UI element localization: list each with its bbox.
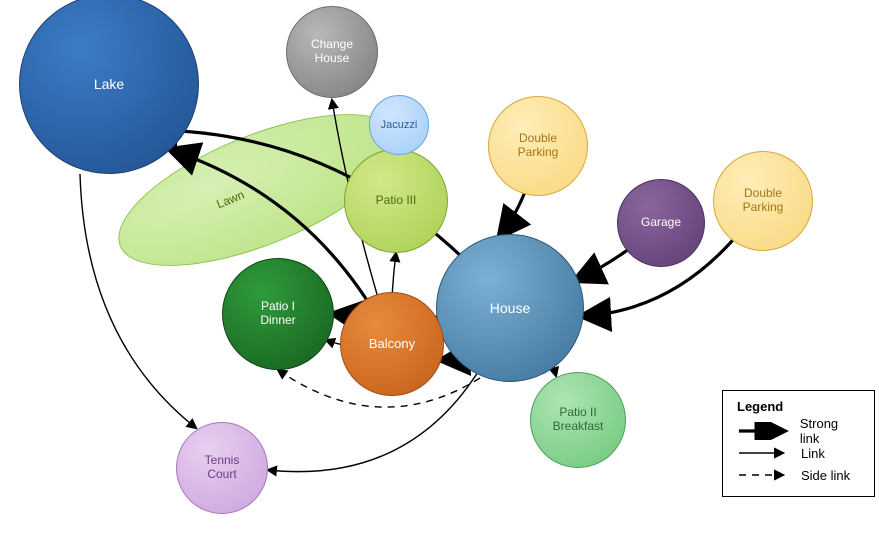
node-change: Change House bbox=[286, 6, 378, 98]
lawn-label: Lawn bbox=[215, 188, 247, 212]
node-parking1: Double Parking bbox=[488, 96, 588, 196]
node-house: House bbox=[436, 234, 584, 382]
legend: Legend Strong linkLinkSide link bbox=[722, 390, 875, 497]
legend-label: Side link bbox=[801, 468, 850, 483]
node-patio3: Patio III bbox=[344, 149, 448, 253]
legend-label: Link bbox=[801, 446, 825, 461]
legend-title: Legend bbox=[737, 399, 860, 414]
legend-row-side: Side link bbox=[737, 464, 860, 486]
node-balcony: Balcony bbox=[340, 292, 444, 396]
diagram-stage: Lawn Patio IIIJacuzziChange House Lake Dou… bbox=[0, 0, 879, 554]
legend-row-strong: Strong link bbox=[737, 420, 860, 442]
node-jacuzzi: Jacuzzi bbox=[369, 95, 429, 155]
node-parking2: Double Parking bbox=[713, 151, 813, 251]
node-garage: Garage bbox=[617, 179, 705, 267]
node-patio2: Patio II Breakfast bbox=[530, 372, 626, 468]
node-patio1: Patio I Dinner bbox=[222, 258, 334, 370]
node-tennis: Tennis Court bbox=[176, 422, 268, 514]
node-lake: Lake bbox=[19, 0, 199, 174]
legend-label: Strong link bbox=[800, 416, 860, 446]
